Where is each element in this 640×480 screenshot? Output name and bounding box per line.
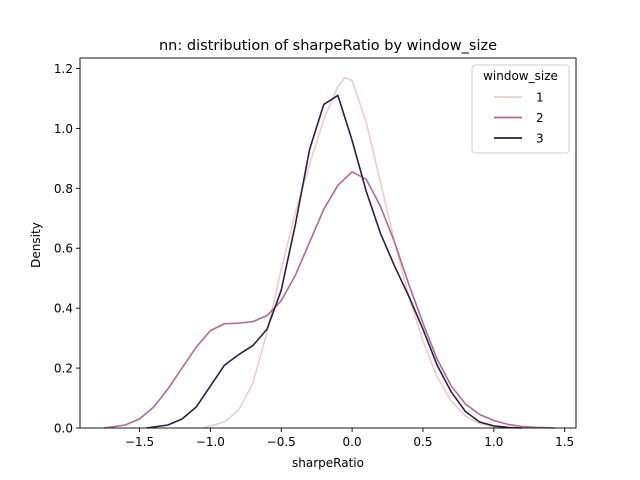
plot-area: −1.5 −1.0 −0.5 0.0 0.5 1.0 1.5 0.0 0.2 0.4 0.6 0.8 1… <box>54 57 577 449</box>
legend-box <box>471 64 570 154</box>
series-line-3 <box>146 94 523 429</box>
axes-frame <box>79 57 577 429</box>
x-tick-label: 1.5 <box>555 435 574 449</box>
legend: window_size 1 2 3 <box>471 64 570 154</box>
x-tick-label: −1.5 <box>125 435 154 449</box>
series-line-1 <box>203 76 509 429</box>
legend-label-3: 3 <box>536 132 544 146</box>
y-tick-label: 1.0 <box>54 122 73 136</box>
x-tick-label: 1.0 <box>484 435 503 449</box>
x-tick-label: −1.0 <box>196 435 225 449</box>
x-axis-label: sharpeRatio <box>292 456 364 470</box>
y-tick-label: 0.4 <box>54 302 73 316</box>
y-tick-label: 0.6 <box>54 242 73 256</box>
x-tick-label: 0.0 <box>343 435 362 449</box>
y-tick-label: 0.2 <box>54 362 73 376</box>
y-axis-label: Density <box>29 222 43 268</box>
y-tick-label: 0.0 <box>54 422 73 436</box>
legend-title: window_size <box>483 69 558 83</box>
y-tick-label: 0.8 <box>54 182 73 196</box>
x-tick-label: 0.5 <box>413 435 432 449</box>
legend-label-2: 2 <box>536 111 544 125</box>
x-tick-label: −0.5 <box>267 435 296 449</box>
series-line-2 <box>103 171 555 429</box>
y-tick-label: 1.2 <box>54 62 73 76</box>
chart-title: nn: distribution of sharpeRatio by windo… <box>159 38 497 54</box>
legend-label-1: 1 <box>536 91 544 105</box>
